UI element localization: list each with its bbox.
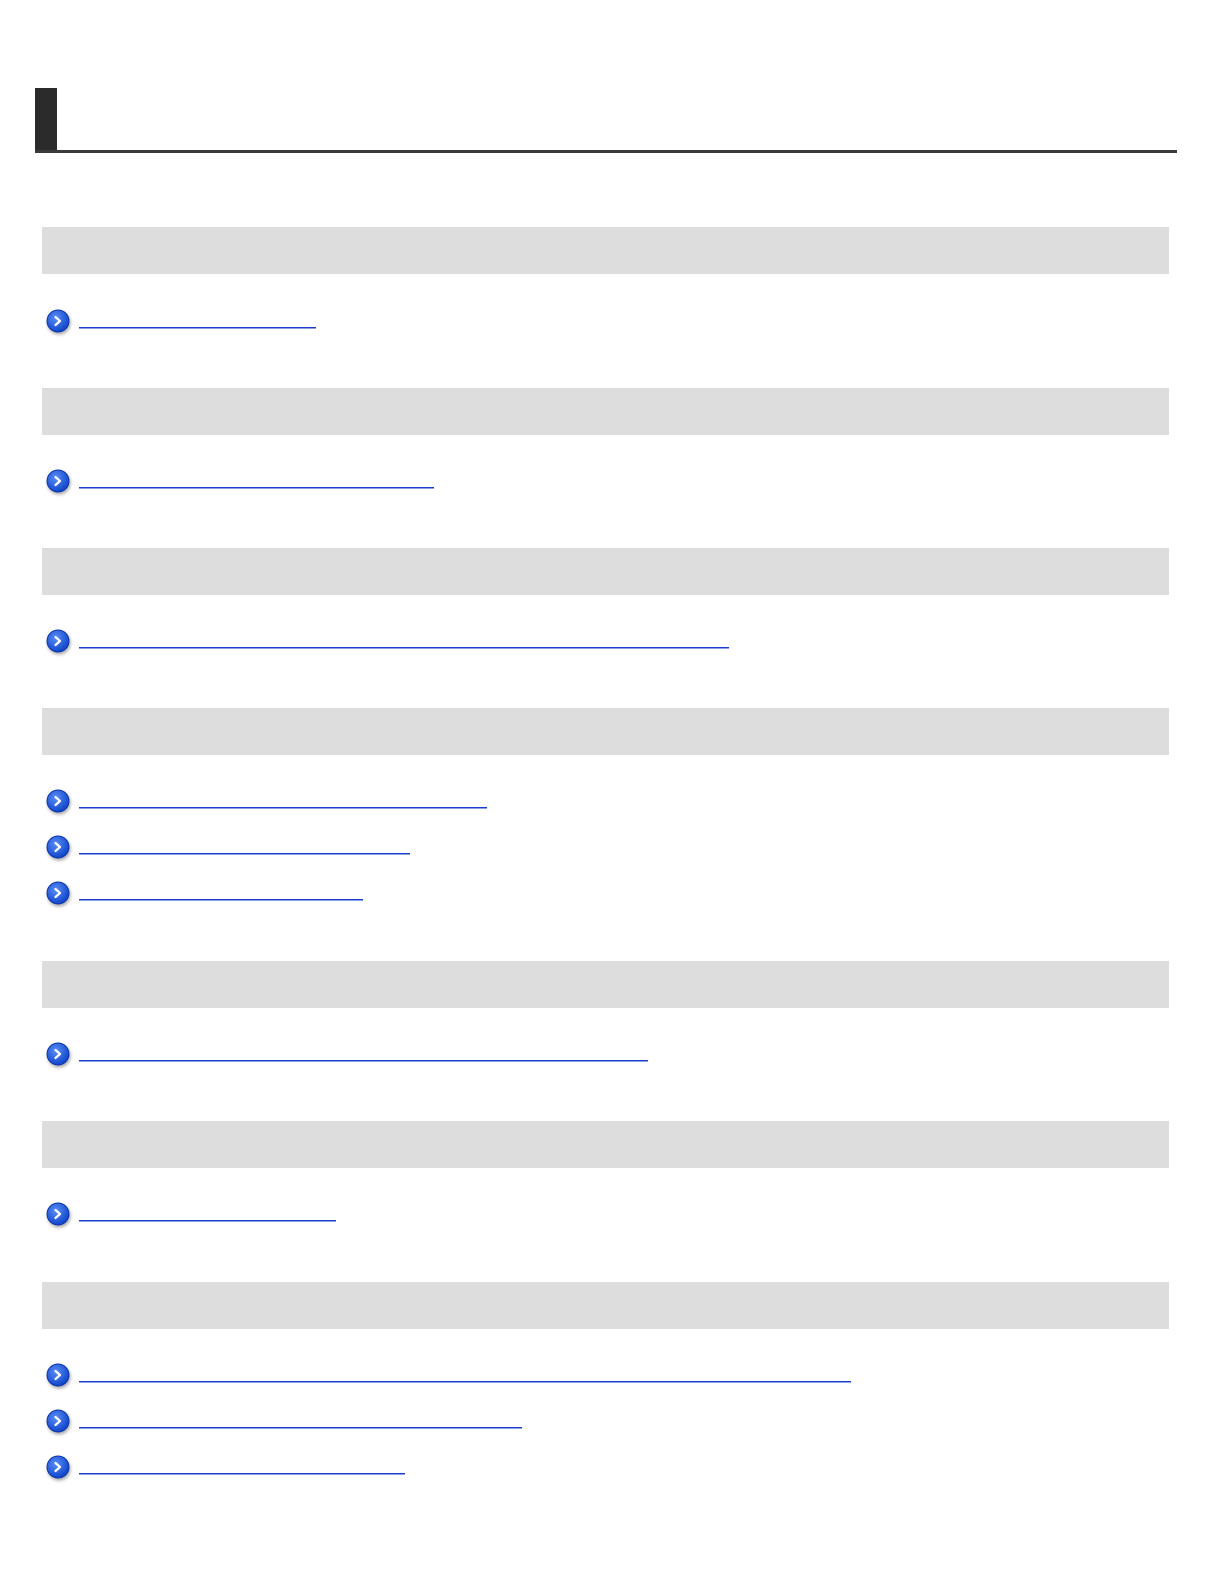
link[interactable] bbox=[46, 1042, 648, 1066]
section-header bbox=[42, 388, 1169, 435]
section bbox=[42, 1121, 1169, 1226]
icon-chevron bbox=[54, 1048, 62, 1060]
section bbox=[42, 388, 1169, 493]
icon-circle bbox=[46, 309, 70, 333]
link-underline bbox=[79, 1473, 405, 1475]
link-icon bbox=[46, 469, 70, 493]
section-header bbox=[42, 227, 1169, 274]
link-underline bbox=[79, 899, 363, 901]
icon-chevron bbox=[54, 1369, 62, 1381]
link[interactable] bbox=[46, 469, 434, 493]
icon-circle bbox=[46, 881, 70, 905]
link-icon bbox=[46, 789, 70, 813]
icon-circle bbox=[46, 1409, 70, 1433]
icon-chevron bbox=[54, 841, 62, 853]
link-underline bbox=[79, 1220, 336, 1222]
link[interactable] bbox=[46, 835, 410, 859]
link-icon bbox=[46, 835, 70, 859]
icon-chevron bbox=[54, 795, 62, 807]
section bbox=[42, 708, 1169, 905]
link-icon bbox=[46, 309, 70, 333]
heading-rule bbox=[35, 150, 1177, 153]
section-header bbox=[42, 1282, 1169, 1329]
link-icon bbox=[46, 1455, 70, 1479]
link-underline bbox=[79, 807, 487, 809]
section-header bbox=[42, 548, 1169, 595]
link-underline bbox=[79, 853, 410, 855]
link[interactable] bbox=[46, 309, 316, 333]
icon-circle bbox=[46, 469, 70, 493]
link-icon bbox=[46, 629, 70, 653]
link-icon bbox=[46, 1409, 70, 1433]
link-icon bbox=[46, 1363, 70, 1387]
icon-chevron bbox=[54, 1415, 62, 1427]
icon-circle bbox=[46, 1202, 70, 1226]
icon-circle bbox=[46, 1042, 70, 1066]
link[interactable] bbox=[46, 629, 729, 653]
link-underline bbox=[79, 327, 316, 329]
icon-chevron bbox=[54, 635, 62, 647]
link-underline bbox=[79, 1427, 522, 1429]
content bbox=[42, 227, 1169, 1479]
section-header bbox=[42, 1121, 1169, 1168]
link-icon bbox=[46, 1042, 70, 1066]
section-header bbox=[42, 708, 1169, 755]
link-underline bbox=[79, 487, 434, 489]
icon-chevron bbox=[54, 1208, 62, 1220]
icon-chevron bbox=[54, 315, 62, 327]
link[interactable] bbox=[46, 1363, 851, 1387]
section bbox=[42, 1282, 1169, 1479]
link-underline bbox=[79, 1060, 648, 1062]
section bbox=[42, 548, 1169, 653]
link[interactable] bbox=[46, 1409, 522, 1433]
section-header bbox=[42, 961, 1169, 1008]
link[interactable] bbox=[46, 1202, 336, 1226]
icon-chevron bbox=[54, 887, 62, 899]
icon-circle bbox=[46, 629, 70, 653]
heading-marker bbox=[35, 88, 57, 152]
section bbox=[42, 961, 1169, 1066]
section bbox=[42, 227, 1169, 333]
icon-chevron bbox=[54, 1461, 62, 1473]
icon-circle bbox=[46, 835, 70, 859]
link-icon bbox=[46, 1202, 70, 1226]
link[interactable] bbox=[46, 881, 363, 905]
icon-circle bbox=[46, 1455, 70, 1479]
link-underline bbox=[79, 1381, 851, 1383]
link[interactable] bbox=[46, 789, 487, 813]
link[interactable] bbox=[46, 1455, 405, 1479]
icon-circle bbox=[46, 789, 70, 813]
link-icon bbox=[46, 881, 70, 905]
icon-circle bbox=[46, 1363, 70, 1387]
link-underline bbox=[79, 647, 729, 649]
icon-chevron bbox=[54, 475, 62, 487]
